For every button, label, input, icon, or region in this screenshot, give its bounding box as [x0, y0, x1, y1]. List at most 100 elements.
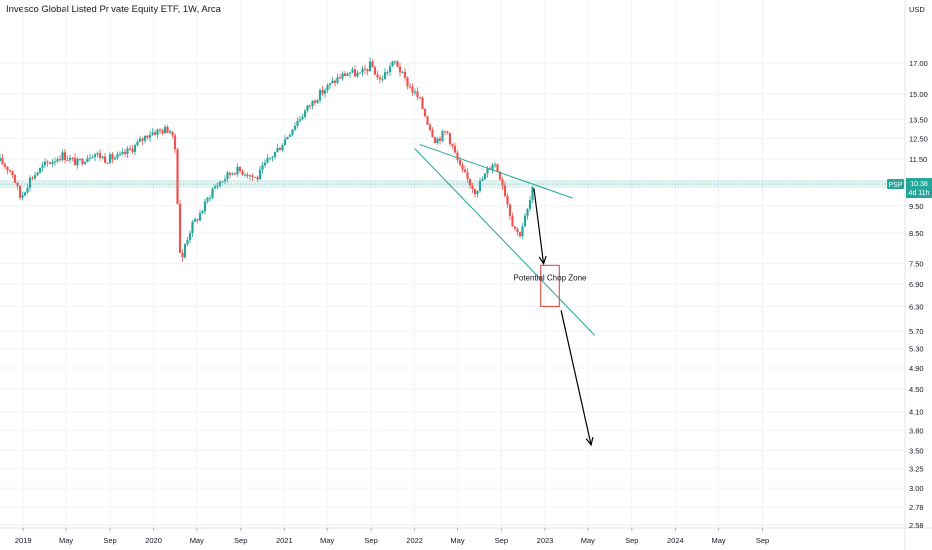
candle-body [408, 86, 412, 88]
candle-body [351, 69, 354, 73]
x-tick-label: 2022 [406, 536, 423, 545]
y-tick-label: 13.50 [909, 116, 928, 125]
x-tick-label: 2021 [276, 536, 293, 545]
x-tick-label: May [711, 536, 725, 545]
candle-body [8, 170, 12, 172]
trendline-upper [419, 143, 574, 199]
candle-body [458, 159, 462, 165]
candle-body [66, 160, 69, 162]
candle-body [478, 180, 482, 191]
candle-body [81, 158, 84, 164]
grid [0, 0, 905, 528]
candle-body [338, 77, 342, 79]
candle-body [306, 105, 309, 111]
candle-body [133, 144, 137, 152]
candle-body [403, 71, 407, 78]
candle-body [501, 179, 504, 186]
candle-body [201, 211, 204, 214]
candle-body [171, 131, 174, 136]
x-tick-label: Sep [756, 536, 769, 545]
candle-body [173, 135, 177, 150]
candle-body [431, 129, 434, 138]
candle-body [16, 182, 19, 186]
candle-body [18, 185, 22, 198]
candle-body [253, 176, 257, 178]
candle-body [261, 165, 264, 170]
candle-body [238, 166, 242, 171]
candle-body [378, 77, 382, 80]
candle-body [311, 100, 314, 107]
candle-body [446, 131, 449, 133]
arrow-head [538, 255, 547, 266]
candle-body [113, 157, 117, 160]
candle-body [413, 91, 417, 93]
candle-body [438, 138, 442, 141]
y-tick-label: 7.50 [909, 260, 924, 269]
x-tick-label: Sep [364, 536, 377, 545]
candle-body [161, 130, 164, 134]
candle-body [456, 152, 459, 160]
candle-body [291, 129, 294, 135]
candle-body [221, 181, 224, 183]
candle-body [276, 148, 279, 152]
candle-body [293, 125, 297, 130]
candle-body [411, 86, 414, 93]
candle-body [326, 85, 329, 91]
candle-body [521, 226, 524, 237]
candle-body [143, 135, 147, 141]
y-tick-label: 11.50 [909, 155, 927, 164]
candle-body [103, 156, 107, 163]
candle-body [508, 204, 512, 217]
x-tick-label: May [59, 536, 73, 545]
candle-body [56, 159, 59, 162]
y-tick-label: 12.50 [909, 135, 928, 144]
candle-body [426, 116, 429, 125]
candle-body [388, 66, 392, 73]
candle-body [86, 158, 89, 163]
candle-body [91, 156, 94, 158]
candle-body [258, 169, 262, 180]
symbol-badge-text: PSP [888, 182, 902, 189]
candle-body [111, 154, 114, 160]
candle-body [436, 138, 439, 144]
candle-body [21, 195, 24, 198]
candle-body [101, 156, 104, 158]
candle-body [466, 172, 469, 179]
symbol-badge [887, 179, 904, 190]
candle-body [156, 129, 159, 135]
candle-body [531, 186, 534, 201]
candle-body [213, 186, 217, 189]
candle-body [308, 105, 312, 107]
candle-body [353, 69, 357, 77]
candle-body [11, 171, 14, 176]
candle-body [448, 132, 452, 144]
candle-body [163, 126, 167, 134]
candle-body [323, 90, 327, 94]
candle-body [451, 143, 454, 146]
candle-body [46, 161, 49, 163]
y-tick-label: 4.10 [909, 408, 924, 417]
y-tick-label: 3.25 [909, 465, 924, 474]
candle-body [398, 66, 402, 73]
candle-body [396, 61, 399, 67]
y-tick-label: 4.90 [909, 364, 924, 373]
candle-body [416, 91, 419, 98]
candle-body [278, 148, 282, 151]
candle-body [228, 172, 232, 175]
candle-body [356, 72, 359, 77]
candle-body [418, 97, 422, 99]
candle-body [151, 132, 154, 135]
candle-body [296, 120, 299, 126]
candle-body [298, 119, 302, 121]
last-price-badge [906, 178, 932, 199]
candle-body [36, 172, 39, 176]
candle-body [166, 126, 169, 133]
candle-body [1, 157, 4, 165]
candle-body [218, 182, 222, 186]
candle-body [333, 80, 337, 83]
candle-body [58, 159, 62, 161]
candle-body [491, 164, 494, 170]
candle-body [473, 189, 477, 195]
candle-body [28, 177, 32, 188]
